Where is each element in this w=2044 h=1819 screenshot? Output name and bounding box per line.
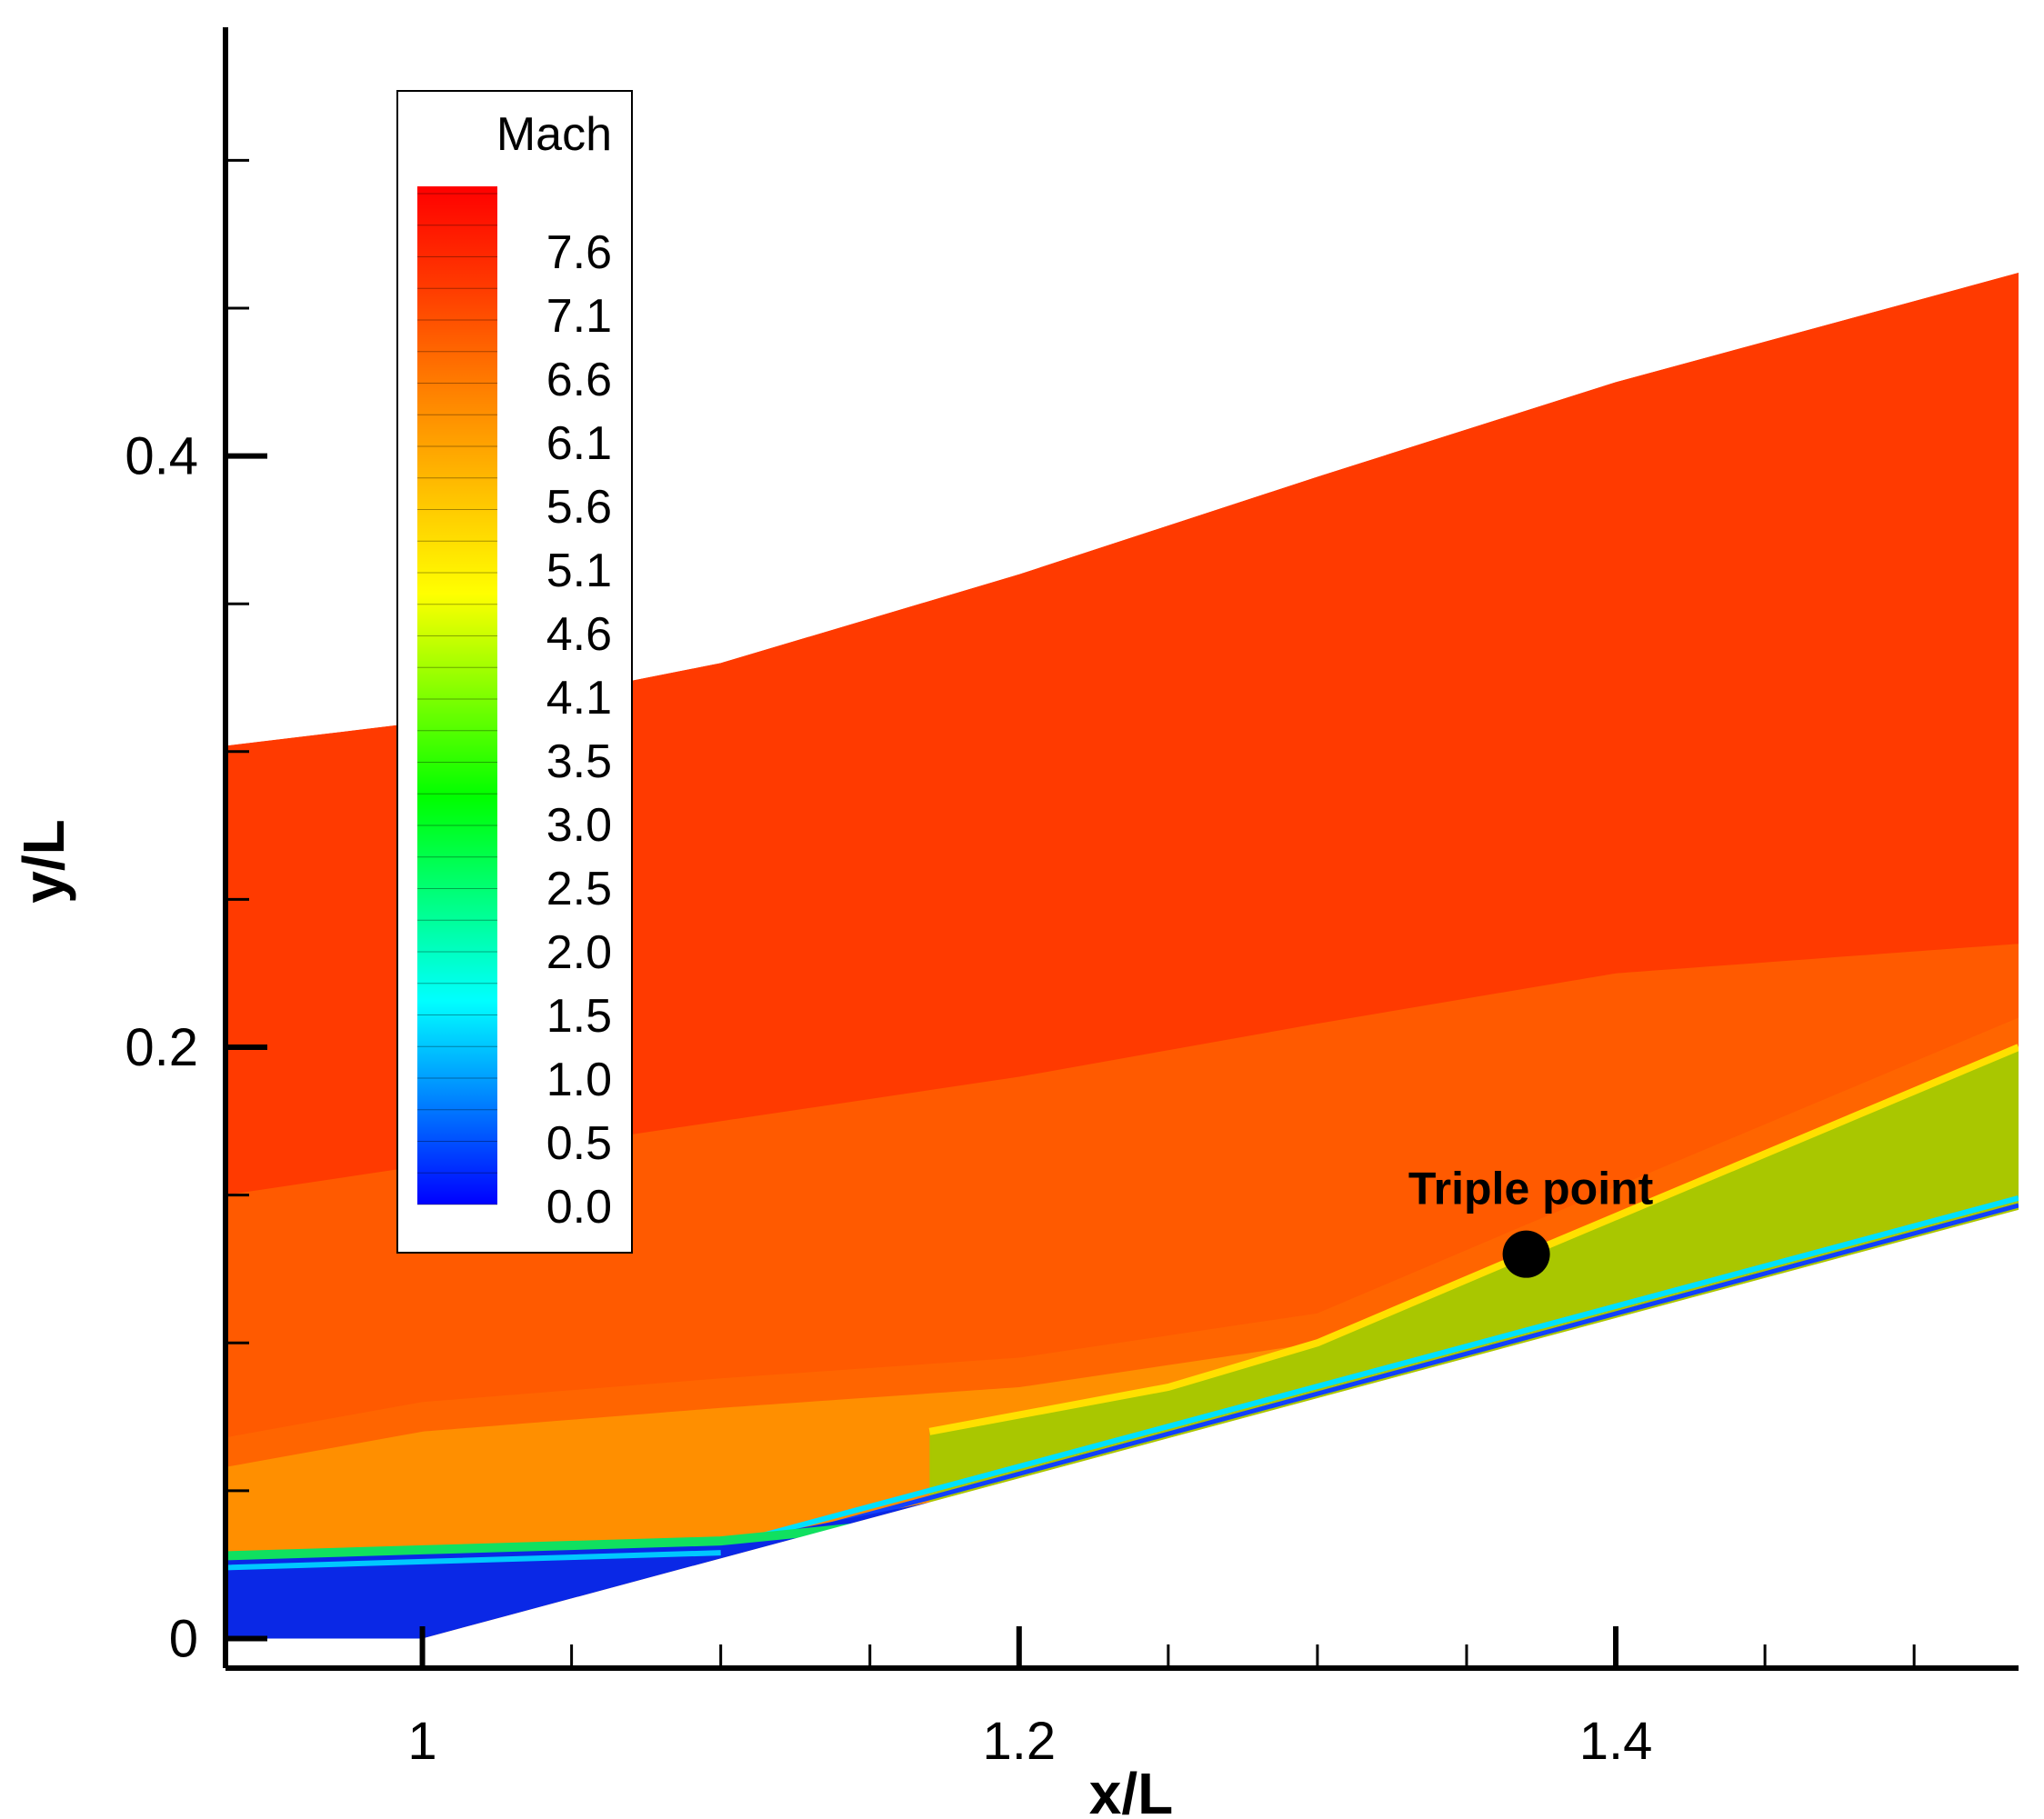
colorbar-level-lines bbox=[417, 193, 497, 1205]
colorbar-level-label: 0.5 bbox=[546, 1117, 612, 1170]
y-tick-label: 0.2 bbox=[125, 1018, 198, 1077]
legend-title: Mach bbox=[496, 108, 612, 161]
colorbar-level-label: 2.5 bbox=[546, 863, 612, 915]
colorbar-level-label: 4.6 bbox=[546, 608, 612, 661]
region-transition-band bbox=[225, 1017, 2019, 1639]
axes: 1 1.2 1.4 0 0.2 0.4 bbox=[125, 27, 2019, 1771]
colorbar-labels: 7.6 7.1 6.6 6.1 5.6 5.1 4.6 4.1 3.5 3.0 2.5 2.0 1.5 1… bbox=[546, 226, 612, 1234]
colorbar-level-label: 5.1 bbox=[546, 545, 612, 597]
triple-point-label: Triple point bbox=[1408, 1164, 1654, 1214]
outside-domain bbox=[225, 27, 2019, 746]
contour-field bbox=[225, 27, 2019, 1668]
colorbar bbox=[417, 186, 497, 1204]
colorbar-level-label: 0.0 bbox=[546, 1181, 612, 1234]
wall-body bbox=[225, 1209, 2019, 1668]
colorbar-level-label: 3.0 bbox=[546, 799, 612, 852]
triple-point-marker bbox=[1502, 1230, 1550, 1278]
x-axis-title: x/L bbox=[1089, 1761, 1173, 1819]
annotations: Triple point bbox=[1408, 1164, 1654, 1278]
colorbar-level-label: 2.0 bbox=[546, 926, 612, 979]
x-tick-label: 1.2 bbox=[982, 1712, 1056, 1771]
colorbar-level-label: 5.6 bbox=[546, 481, 612, 534]
region-separation-bubble bbox=[225, 1502, 930, 1639]
separation-edge-cyan bbox=[225, 1550, 721, 1571]
colorbar-level-label: 7.6 bbox=[546, 226, 612, 279]
region-compressed-region bbox=[225, 1047, 2019, 1639]
colorbar-level-label: 3.5 bbox=[546, 735, 612, 788]
colorbar-level-label: 6.6 bbox=[546, 354, 612, 406]
colorbar-level-label: 4.1 bbox=[546, 672, 612, 725]
colorbar-level-label: 6.1 bbox=[546, 417, 612, 470]
x-tick-label: 1 bbox=[407, 1712, 436, 1771]
y-axis-title: y/L bbox=[11, 819, 76, 903]
colorbar-level-label: 1.5 bbox=[546, 990, 612, 1043]
region-downstream-core bbox=[929, 1047, 2019, 1503]
colorbar-legend: Mach 7.6 7.1 6.6 6.1 5.6 5.1 4.6 4.1 3.5 3.0 2.5 2.… bbox=[396, 90, 633, 1254]
y-tick-label: 0 bbox=[169, 1609, 198, 1668]
colorbar-level-label: 7.1 bbox=[546, 290, 612, 343]
shock-line bbox=[928, 1044, 2019, 1435]
y-tick-label: 0.4 bbox=[125, 427, 198, 486]
colorbar-level-label: 1.0 bbox=[546, 1054, 612, 1106]
x-tick-label: 1.4 bbox=[1579, 1712, 1653, 1771]
